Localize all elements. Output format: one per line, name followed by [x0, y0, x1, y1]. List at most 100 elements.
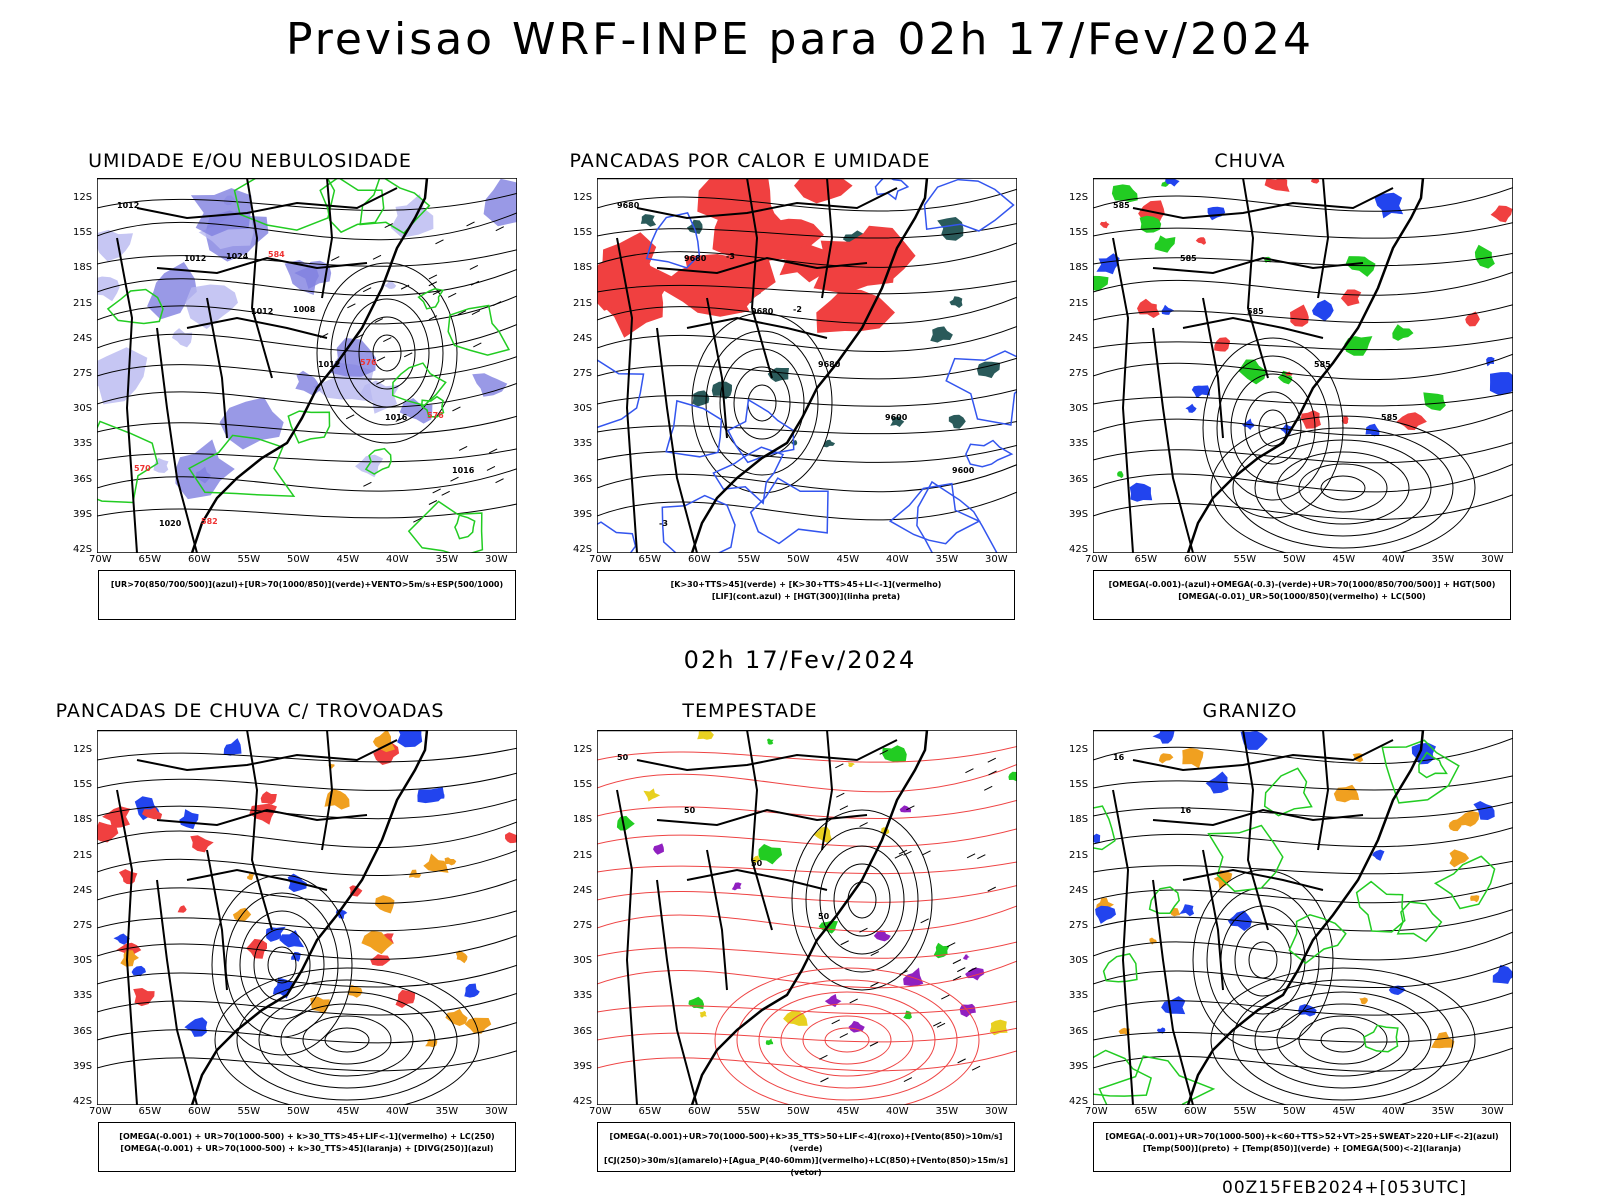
- panel-title: PANCADAS DE CHUVA C/ TROVOADAS: [55, 700, 445, 722]
- lon-tick-label: 70W: [89, 1106, 112, 1117]
- shaded-region: [977, 361, 1001, 379]
- wind-vector: [374, 318, 384, 324]
- shaded-region: [1388, 985, 1406, 995]
- contour-line: [1418, 751, 1448, 779]
- border-line: [1317, 730, 1330, 851]
- wind-vector: [383, 337, 392, 343]
- lat-tick-label: 36S: [1069, 1025, 1089, 1037]
- lon-tick-label: 65W: [638, 554, 662, 565]
- lon-tick-label: 40W: [886, 554, 909, 565]
- streamline: [597, 223, 1017, 239]
- lat-tick-label: 36S: [73, 1025, 93, 1037]
- main-title: Previsao WRF-INPE para 02h 17/Fev/2024: [286, 14, 1314, 65]
- border-line: [1152, 879, 1194, 1105]
- border-line: [156, 256, 368, 275]
- lat-tick-label: 21S: [73, 849, 93, 861]
- wind-vector: [971, 1065, 981, 1071]
- closed-contour: [302, 1015, 392, 1065]
- lat-tick-label: 21S: [1069, 849, 1089, 861]
- lon-tick-label: 30W: [485, 554, 508, 565]
- wind-vector: [965, 768, 974, 774]
- shaded-region: [464, 1017, 492, 1034]
- legend-line: [UR>70(850/700/500)](azul)+[UR>70(1000/8…: [110, 580, 504, 589]
- wind-vector: [839, 805, 849, 811]
- lon-tick-label: 30W: [985, 554, 1008, 565]
- lat-tick-label: 36S: [573, 473, 593, 485]
- streamline: [597, 444, 1017, 463]
- streamline: [597, 764, 1017, 793]
- contour-line: [712, 446, 785, 505]
- shaded-region: [1489, 372, 1513, 396]
- contour-line: [97, 420, 159, 504]
- shaded-region: [640, 214, 657, 227]
- legend-line: [K>30+TTS>45](verde) + [K>30+TTS>45+LI<-…: [670, 580, 942, 589]
- wind-vector: [840, 940, 849, 946]
- wind-vector: [903, 850, 912, 856]
- closed-contour: [1192, 869, 1334, 1051]
- contour-line: [287, 410, 331, 444]
- shaded-region: [1374, 192, 1404, 219]
- wind-vector: [428, 281, 438, 287]
- map-svg: 585 585 585 585 585: [1093, 178, 1513, 553]
- shaded-region: [1372, 849, 1385, 861]
- lon-tick-label: 40W: [1382, 1106, 1405, 1117]
- lat-tick-label: 30S: [1069, 955, 1089, 967]
- wind-vector: [458, 445, 468, 451]
- lat-tick-label: 24S: [73, 332, 93, 344]
- lat-tick-label: 12S: [73, 192, 93, 203]
- streamline: [97, 268, 517, 297]
- shaded-region: [752, 855, 761, 863]
- border-line: [656, 879, 698, 1105]
- shaded-region: [1423, 392, 1446, 411]
- shaded-region: [766, 738, 774, 745]
- streamline: [1093, 909, 1513, 932]
- shaded-region: [1214, 337, 1231, 352]
- closed-contour: [1298, 463, 1388, 513]
- wind-vector: [936, 1022, 946, 1028]
- shaded-region: [1344, 336, 1373, 356]
- contour-line: [923, 178, 1015, 232]
- shaded-region: [395, 989, 416, 1008]
- wind-vector: [384, 223, 393, 229]
- closed-contour: [1320, 475, 1366, 501]
- streamline: [97, 1022, 517, 1044]
- contour-label: 9680: [751, 307, 774, 316]
- shaded-region: [899, 805, 912, 813]
- shaded-region: [97, 347, 148, 405]
- wind-vector: [428, 315, 438, 321]
- shaded-region: [384, 281, 397, 289]
- wind-vector: [849, 998, 858, 1004]
- wind-vector: [457, 310, 467, 316]
- border-line: [1132, 739, 1394, 772]
- streamline: [1093, 827, 1513, 848]
- wind-vector: [486, 465, 496, 471]
- lat-tick-label: 12S: [1069, 192, 1089, 203]
- wind-vector: [946, 942, 956, 948]
- legend-line: [OMEGA(-0.001)-(azul)+OMEGA(-0.3)-(verde…: [1108, 580, 1496, 589]
- streamline: [1093, 353, 1513, 380]
- closed-contour: [1234, 923, 1292, 997]
- shaded-region: [1137, 298, 1160, 318]
- shaded-region: [113, 933, 130, 945]
- streamline: [597, 280, 1017, 295]
- map-panel: UMIDADE E/OU NEBULOSIDADE 1012 1012 1012 101…: [0, 150, 517, 620]
- contour-label: -3: [659, 519, 668, 528]
- lon-tick-label: 60W: [688, 554, 711, 565]
- shaded-region: [131, 965, 146, 977]
- closed-contour: [211, 874, 353, 1056]
- lon-tick-label: 45W: [836, 554, 860, 565]
- legend-line: [OMEGA(-0.001) + UR>70(1000-500) + k>30_…: [120, 1144, 494, 1153]
- streamline: [1093, 737, 1513, 764]
- shaded-region: [697, 730, 714, 740]
- lat-tick-label: 27S: [573, 368, 593, 379]
- lon-tick-label: 55W: [737, 1106, 761, 1117]
- closed-contour: [1232, 427, 1454, 549]
- shaded-region: [455, 950, 468, 964]
- shaded-region: [397, 730, 423, 748]
- closed-contour: [805, 827, 919, 973]
- wind-vector: [870, 951, 879, 956]
- lat-tick-label: 24S: [573, 884, 593, 896]
- streamline: [97, 503, 517, 519]
- contour-label: 1012: [251, 307, 273, 316]
- shaded-region: [1465, 311, 1480, 327]
